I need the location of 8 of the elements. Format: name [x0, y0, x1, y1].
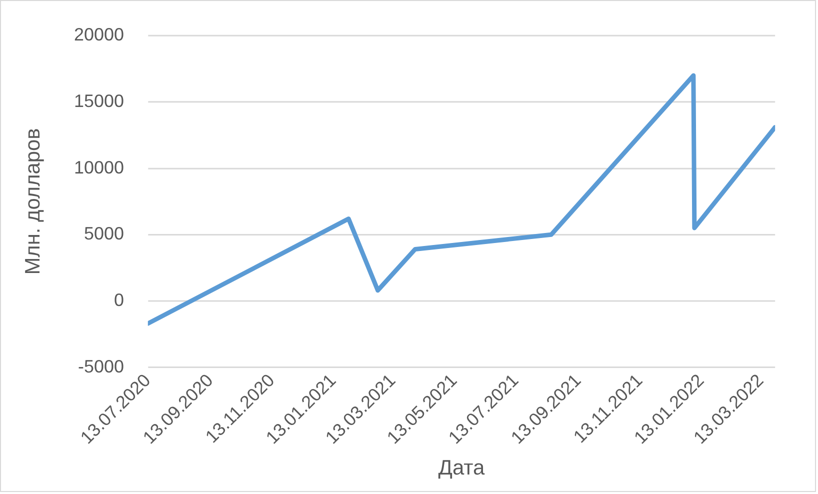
y-tick-label: 15000	[74, 90, 124, 111]
y-tick-label: 20000	[74, 24, 124, 45]
y-tick-label: 0	[114, 290, 124, 310]
y-tick-label: 5000	[84, 224, 124, 244]
y-tick-label: -5000	[78, 356, 124, 376]
y-axis-title: Млн. долларов	[21, 128, 44, 275]
x-axis-title: Дата	[438, 456, 486, 480]
y-tick-label: 10000	[74, 157, 124, 178]
